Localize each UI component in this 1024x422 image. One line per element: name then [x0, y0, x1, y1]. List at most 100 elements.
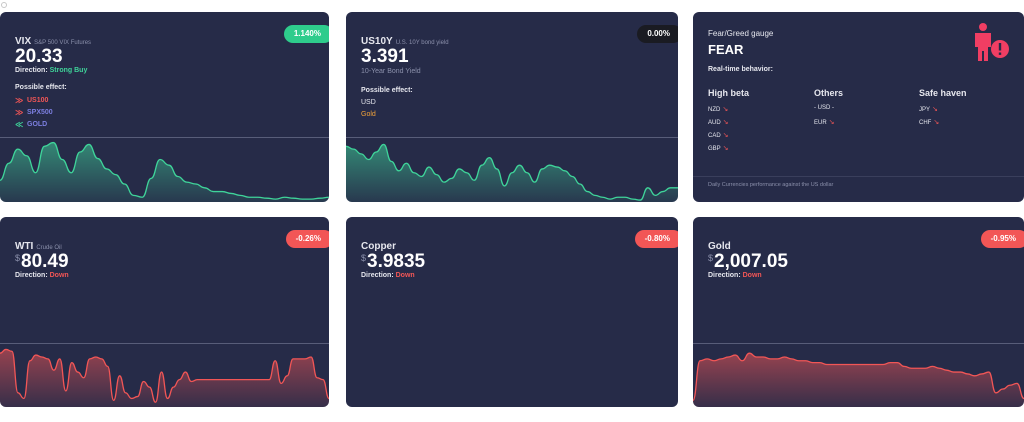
- trend-down-icon: ↘: [933, 119, 940, 126]
- copper-card[interactable]: Copper -0.80% $3.9835 Direction: Down: [346, 217, 678, 407]
- gold-direction-value: Down: [742, 272, 762, 279]
- gold-price-row: $2,007.05: [708, 251, 788, 273]
- wti-direction: Direction: Down: [15, 272, 69, 279]
- us10y-effects: Possible effect: USD Gold: [361, 87, 413, 123]
- loading-indicator: [1, 2, 7, 8]
- fear-greed-realtime-label: Real-time behavior:: [708, 66, 773, 73]
- double-chevron-down-icon: ≫: [15, 95, 24, 105]
- high-beta-column: High beta NZD ↘ AUD ↘ CAD ↘ GBP ↘: [708, 88, 749, 157]
- fear-greed-footer: Daily Currencies performance against the…: [708, 182, 834, 188]
- currency-nzd: NZD ↘: [708, 106, 729, 113]
- us10y-effect-gold: Gold: [361, 111, 376, 118]
- wti-sparkline-line: [0, 348, 329, 403]
- copper-direction-label: Direction:: [361, 272, 394, 279]
- gold-currency: $: [708, 253, 714, 263]
- us10y-card[interactable]: US10Y U.S. 10Y bond yield 0.00% 3.391 10-…: [346, 12, 678, 202]
- trend-down-icon: ↘: [722, 145, 729, 152]
- gold-card[interactable]: Gold -0.95% $2,007.05 Direction: Down: [693, 217, 1024, 407]
- trend-down-icon: ↘: [722, 119, 729, 126]
- currency-gbp: GBP ↘: [708, 145, 729, 152]
- gold-chart-baseline: [693, 343, 1024, 344]
- others-header: Others: [814, 88, 844, 98]
- fear-greed-title: Fear/Greed gauge: [708, 29, 774, 38]
- fear-person-alert-icon: [975, 23, 1009, 61]
- others-column: Others - USD - EUR ↘: [814, 88, 843, 131]
- trend-down-icon: ↘: [722, 106, 729, 113]
- safe-haven-header: Safe haven: [919, 88, 967, 98]
- vix-card[interactable]: VIX S&P 500 VIX Futures 1.140% 20.33 Dire…: [0, 12, 329, 202]
- gold-direction-label: Direction:: [708, 272, 741, 279]
- currency-eur: EUR ↘: [814, 119, 835, 126]
- vix-header: VIX S&P 500 VIX Futures: [15, 31, 91, 49]
- wti-sparkline: [0, 348, 329, 407]
- vix-sparkline: [0, 141, 329, 202]
- us10y-subtitle: U.S. 10Y bond yield: [395, 40, 449, 46]
- gold-price: 2,007.05: [714, 251, 788, 272]
- wti-header: WTI Crude Oil: [15, 236, 62, 254]
- currency-usd: - USD -: [814, 105, 834, 111]
- vix-effects-label: Possible effect:: [15, 84, 67, 91]
- trend-down-icon: ↘: [828, 119, 835, 126]
- gold-header: Gold: [708, 236, 731, 254]
- vix-chart-baseline: [0, 137, 329, 138]
- vix-direction-label: Direction:: [15, 67, 48, 74]
- safe-haven-column: Safe haven JPY ↘ CHF ↘: [919, 88, 967, 131]
- trend-down-icon: ↘: [722, 132, 729, 139]
- gold-direction: Direction: Down: [708, 272, 762, 279]
- copper-currency: $: [361, 253, 367, 263]
- copper-price-row: $3.9835: [361, 251, 425, 273]
- wti-chart-baseline: [0, 343, 329, 344]
- wti-change-badge: -0.26%: [285, 230, 329, 248]
- us10y-effect-usd: USD: [361, 99, 376, 106]
- wti-direction-label: Direction:: [15, 272, 48, 279]
- us10y-change-badge: 0.00%: [637, 25, 678, 43]
- gold-sparkline-area: [693, 353, 1024, 407]
- wti-currency: $: [15, 253, 21, 263]
- gold-sparkline-line: [693, 352, 1024, 401]
- wti-subtitle: Crude Oil: [36, 245, 62, 251]
- us10y-sparkline-line: [346, 143, 678, 201]
- gold-symbol: Gold: [708, 241, 731, 252]
- us10y-header: US10Y U.S. 10Y bond yield: [361, 31, 449, 49]
- high-beta-header: High beta: [708, 88, 750, 98]
- copper-change-badge: -0.80%: [634, 230, 678, 248]
- copper-direction: Direction: Down: [361, 272, 415, 279]
- copper-price: 3.9835: [367, 251, 426, 272]
- vix-effect-gold: ≪ GOLD: [15, 119, 48, 129]
- vix-sparkline-area: [0, 142, 329, 202]
- wti-card[interactable]: WTI Crude Oil -0.26% $80.49 Direction: Do…: [0, 217, 329, 407]
- us10y-symbol: US10Y: [361, 36, 393, 47]
- wti-sparkline-area: [0, 349, 329, 407]
- vix-direction: Direction: Strong Buy: [15, 67, 87, 74]
- copper-symbol: Copper: [361, 241, 396, 252]
- double-chevron-up-icon: ≪: [15, 119, 24, 129]
- wti-price-row: $80.49: [15, 251, 69, 273]
- vix-sparkline-line: [0, 141, 329, 200]
- vix-effect-spx500: ≫ SPX500: [15, 107, 53, 117]
- us10y-effects-label: Possible effect:: [361, 87, 413, 94]
- vix-effects: Possible effect: ≫ US100 ≫ SPX500 ≪ GOLD: [15, 84, 67, 130]
- fear-greed-divider: [693, 176, 1024, 177]
- currency-chf: CHF ↘: [919, 119, 940, 126]
- vix-change-badge: 1.140%: [283, 25, 329, 43]
- double-chevron-down-icon: ≫: [15, 107, 24, 117]
- vix-subtitle: S&P 500 VIX Futures: [34, 40, 92, 46]
- us10y-price: 3.391: [361, 46, 409, 67]
- wti-symbol: WTI: [15, 241, 34, 252]
- us10y-sparkline: [346, 143, 678, 202]
- currency-aud: AUD ↘: [708, 119, 729, 126]
- gold-sparkline: [693, 352, 1024, 407]
- vix-symbol: VIX: [15, 36, 32, 47]
- vix-effect-us100: ≫ US100: [15, 95, 49, 105]
- currency-jpy: JPY ↘: [919, 106, 938, 113]
- currency-cad: CAD ↘: [708, 132, 729, 139]
- copper-direction-value: Down: [395, 272, 415, 279]
- fear-greed-value: FEAR: [708, 42, 744, 57]
- copper-header: Copper: [361, 236, 396, 254]
- trend-down-icon: ↘: [932, 106, 938, 113]
- us10y-description: 10-Year Bond Yield: [361, 68, 421, 75]
- wti-direction-value: Down: [49, 272, 69, 279]
- us10y-chart-baseline: [346, 137, 678, 138]
- fear-greed-card[interactable]: Fear/Greed gauge FEAR Real-time behavior…: [693, 12, 1024, 202]
- vix-price: 20.33: [15, 46, 63, 67]
